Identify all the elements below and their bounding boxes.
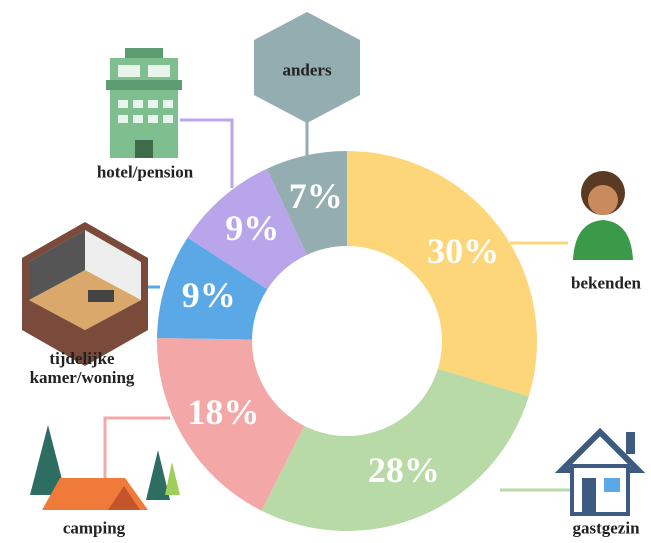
category-label: gastgezin [572,519,639,538]
house-icon [562,432,638,514]
category-label: tijdelijke kamer/woning [12,349,152,387]
percent-label: 18% [187,392,259,432]
category-label: hotel/pension [97,163,193,182]
percent-label: 30% [427,231,499,271]
person-icon [573,171,633,260]
category-label: anders [282,61,331,80]
percent-label: 28% [368,450,440,490]
donut-slice [347,151,537,396]
percent-label: 9% [225,208,279,248]
percent-label: 7% [289,176,343,216]
room-icon [22,222,148,366]
donut: 30%28%18%9%9%7% [157,151,537,531]
chart: 30%28%18%9%9%7% [0,0,651,543]
category-label: bekenden [571,274,641,293]
percent-label: 9% [182,275,236,315]
hotel-icon [106,48,182,158]
infographic: 30%28%18%9%9%7% bekendengastgezincamping… [0,0,651,543]
category-label: camping [63,519,125,538]
